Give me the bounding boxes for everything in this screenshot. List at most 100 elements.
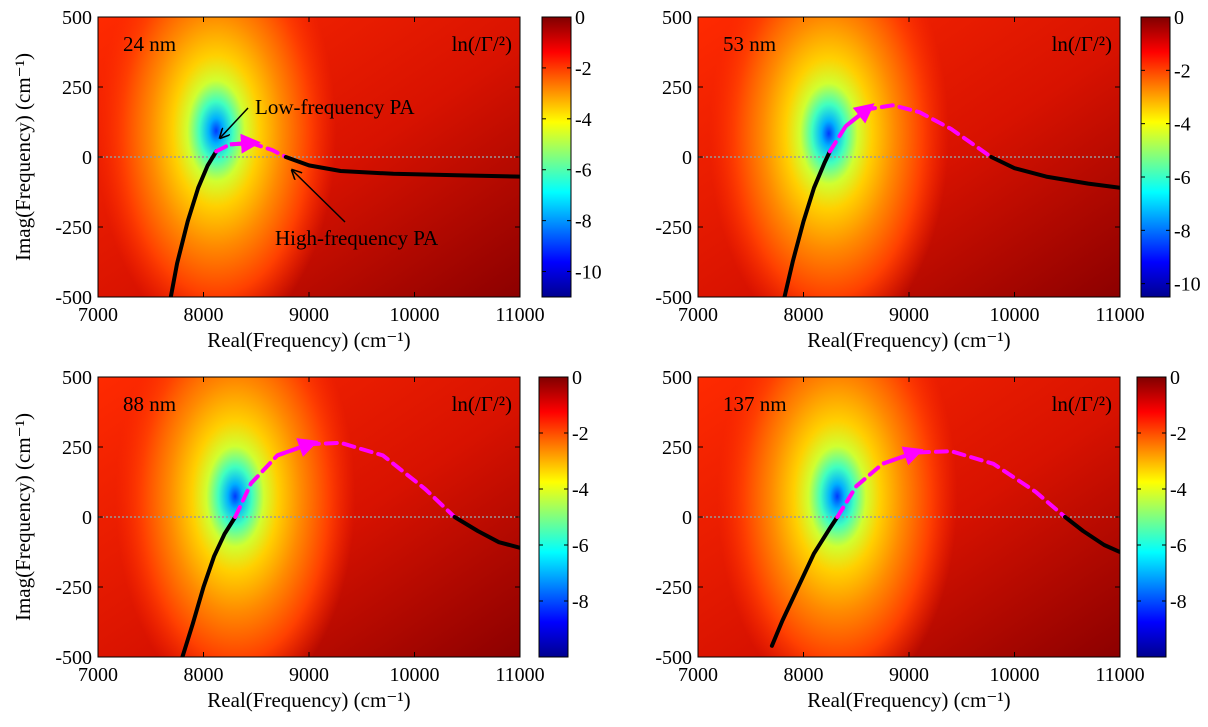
x-tick-label: 7000 <box>678 664 718 686</box>
y-tick-label: -250 <box>655 217 692 239</box>
x-axis-label: Real(Frequency) (cm⁻¹) <box>807 688 1010 712</box>
x-tick-label: 9000 <box>289 304 329 326</box>
colorbar-tick-label: -2 <box>1174 60 1191 82</box>
y-tick-label: 250 <box>62 437 92 459</box>
x-tick-label: 7000 <box>78 664 118 686</box>
colorbar-tick-label: 0 <box>572 367 582 389</box>
y-tick-label: -500 <box>655 647 692 669</box>
y-tick-label: -250 <box>55 217 92 239</box>
annotation-high-frequency: High-frequency PA <box>275 226 439 250</box>
colorbar-tick-label: -4 <box>1174 114 1191 136</box>
y-tick-label: 250 <box>662 77 692 99</box>
solid-trajectory-line <box>283 155 520 179</box>
x-tick-label: 10000 <box>390 664 440 686</box>
x-axis-label: Real(Frequency) (cm⁻¹) <box>207 688 410 712</box>
colorbar-tick-label: 0 <box>575 7 585 29</box>
x-tick-label: 9000 <box>289 664 329 686</box>
colorbar-tick-label: -8 <box>575 211 592 233</box>
colorbar-tick-label: 0 <box>1170 367 1180 389</box>
x-tick-label: 7000 <box>78 304 118 326</box>
colorbar-tick-label: -2 <box>575 58 592 80</box>
y-tick-label: 500 <box>62 367 92 389</box>
solid-trajectory-line <box>452 515 520 550</box>
colorbar <box>541 16 572 298</box>
x-tick-label: 8000 <box>784 664 824 686</box>
x-axis-label: Real(Frequency) (cm⁻¹) <box>807 328 1010 352</box>
solid-trajectory-line <box>989 155 1120 190</box>
colorscale-title: ln(/Γ/²) <box>1052 392 1112 416</box>
y-tick-label: -500 <box>55 647 92 669</box>
y-axis-label: Imag(Frequency) (cm⁻¹) <box>11 413 35 621</box>
x-tick-label: 10000 <box>390 304 440 326</box>
x-tick-label: 8000 <box>184 304 224 326</box>
trajectory-arrow <box>881 446 924 466</box>
colorbar-tick-label: -8 <box>1170 591 1187 613</box>
solid-trajectory-line <box>769 515 840 648</box>
solid-trajectory-line <box>168 149 219 297</box>
colorbar-tick-label: -2 <box>1170 423 1187 445</box>
y-tick-label: 0 <box>682 507 692 529</box>
colorbar-tick-label: -6 <box>572 535 589 557</box>
y-tick-label: 500 <box>662 367 692 389</box>
panel-size-label: 88 nm <box>123 392 176 416</box>
y-tick-label: -500 <box>655 287 692 309</box>
trajectory-arrow <box>276 438 319 458</box>
y-tick-label: -500 <box>55 287 92 309</box>
solid-trajectory-line <box>180 515 238 657</box>
colorscale-title: ln(/Γ/²) <box>452 392 512 416</box>
colorbar-tick-label: -8 <box>572 591 589 613</box>
colorbar-tick-label: 0 <box>1174 7 1184 29</box>
x-tick-label: 10000 <box>990 304 1040 326</box>
annotation-arrow <box>220 107 249 138</box>
colorbar <box>538 376 569 658</box>
colorbar-tick-label: -4 <box>1170 479 1187 501</box>
dashed-trajectory-line <box>233 440 457 519</box>
panel-3: 7000 8000 9000 10000 11000 -500 -250 0 250 500 Rea… <box>11 367 589 712</box>
x-tick-label: 11000 <box>495 304 544 326</box>
x-tick-label: 11000 <box>495 664 544 686</box>
x-tick-label: 9000 <box>889 304 929 326</box>
colorbar-tick-label: -8 <box>1174 220 1191 242</box>
y-tick-label: -250 <box>655 577 692 599</box>
y-axis-label: Imag(Frequency) (cm⁻¹) <box>11 53 35 261</box>
colorscale-title: ln(/Γ/²) <box>452 32 512 56</box>
x-tick-label: 7000 <box>678 304 718 326</box>
annotation-low-frequency: Low-frequency PA <box>255 95 415 119</box>
colorbar <box>1136 376 1167 658</box>
colorbar-tick-label: -2 <box>572 423 589 445</box>
y-tick-label: -250 <box>55 577 92 599</box>
y-tick-label: 250 <box>62 77 92 99</box>
colorscale-title: ln(/Γ/²) <box>1052 32 1112 56</box>
y-tick-label: 250 <box>662 437 692 459</box>
x-tick-label: 11000 <box>1095 304 1144 326</box>
dashed-trajectory-line <box>835 449 1068 519</box>
solid-trajectory-line <box>1063 515 1120 554</box>
panel-size-label: 137 nm <box>723 392 787 416</box>
y-tick-label: 0 <box>82 507 92 529</box>
panel-size-label: 24 nm <box>123 32 176 56</box>
annotation-arrow <box>292 170 346 223</box>
trajectory-arrow <box>844 103 875 128</box>
trajectory-arrow <box>229 133 261 154</box>
x-tick-label: 9000 <box>889 664 929 686</box>
y-tick-label: 500 <box>662 7 692 29</box>
panel-4: 7000 8000 9000 10000 11000 -500 -250 0 250 500 Rea… <box>655 367 1187 712</box>
panel-size-label: 53 nm <box>723 32 776 56</box>
heatmap-pole-glow <box>98 17 337 297</box>
colorbar-tick-label: -4 <box>572 479 589 501</box>
y-tick-label: 0 <box>82 147 92 169</box>
colorbar-tick-label: -6 <box>575 160 592 182</box>
x-tick-label: 11000 <box>1095 664 1144 686</box>
y-tick-label: 0 <box>682 147 692 169</box>
solid-trajectory-line <box>782 149 832 297</box>
colorbar-tick-label: -4 <box>575 109 592 131</box>
x-axis-label: Real(Frequency) (cm⁻¹) <box>207 328 410 352</box>
colorbar-tick-label: -10 <box>1174 274 1201 296</box>
x-tick-label: 8000 <box>784 304 824 326</box>
colorbar-tick-label: -6 <box>1170 535 1187 557</box>
colorbar-tick-label: -6 <box>1174 167 1191 189</box>
panel-1: 7000 8000 9000 10000 11000 -500 -250 0 250 500 Rea… <box>11 7 602 352</box>
colorbar <box>1140 16 1171 298</box>
colorbar-tick-label: -10 <box>575 262 602 284</box>
